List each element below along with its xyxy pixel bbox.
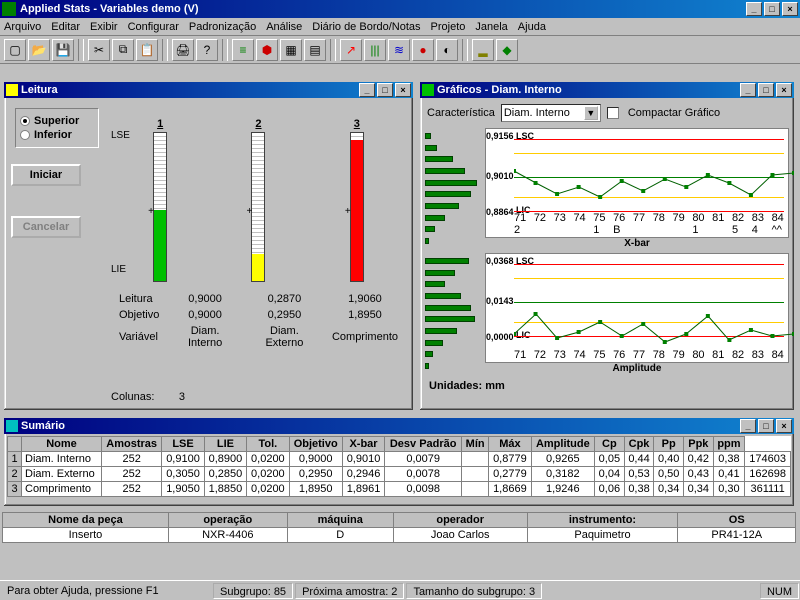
new-icon[interactable]: ▢ — [4, 39, 26, 61]
menu-exibir[interactable]: Exibir — [90, 21, 118, 33]
leitura-window: Leitura _ □ × Superior Inferior Iniciar … — [2, 80, 415, 412]
status-num: NUM — [760, 583, 799, 599]
menu-janela[interactable]: Janela — [475, 21, 507, 33]
therm-3: 3+ — [329, 118, 385, 284]
chart8-icon[interactable]: ● — [412, 39, 434, 61]
cut-icon[interactable]: ✂ — [88, 39, 110, 61]
status-tamanho: Tamanho do subgrupo: 3 — [406, 583, 542, 599]
radio-group: Superior Inferior — [15, 108, 99, 148]
radio-superior[interactable]: Superior — [20, 115, 94, 127]
caracteristica-label: Característica — [427, 107, 495, 119]
leitura-min-button[interactable]: _ — [359, 83, 375, 97]
colunas-label: Colunas: 3 — [111, 391, 185, 403]
sumario-close-button[interactable]: × — [776, 419, 792, 433]
menu-ajuda[interactable]: Ajuda — [518, 21, 546, 33]
leitura-max-button[interactable]: □ — [377, 83, 393, 97]
chart11-icon[interactable]: ◆ — [496, 39, 518, 61]
status-help: Para obter Ajuda, pressione F1 — [1, 583, 211, 599]
iniciar-button[interactable]: Iniciar — [11, 164, 81, 186]
chart4-icon[interactable]: ▤ — [304, 39, 326, 61]
maximize-button[interactable]: □ — [764, 2, 780, 16]
graficos-max-button[interactable]: □ — [758, 83, 774, 97]
help-icon[interactable]: ? — [196, 39, 218, 61]
graficos-close-button[interactable]: × — [776, 83, 792, 97]
chart1-icon[interactable]: ≡ — [232, 39, 254, 61]
radio-inferior[interactable]: Inferior — [20, 129, 94, 141]
close-button[interactable]: × — [782, 2, 798, 16]
menu-editar[interactable]: Editar — [51, 21, 80, 33]
histogram — [425, 128, 485, 249]
chart5-icon[interactable]: ↗ — [340, 39, 362, 61]
graficos-min-button[interactable]: _ — [740, 83, 756, 97]
compactar-checkbox[interactable] — [607, 107, 619, 119]
menu-projeto[interactable]: Projeto — [431, 21, 466, 33]
open-icon[interactable]: 📂 — [28, 39, 50, 61]
info-table: Nome da peçaoperaçãomáquinaoperadorinstr… — [2, 512, 796, 543]
app-titlebar: Applied Stats - Variables demo (V) _ □ × — [0, 0, 800, 18]
menubar[interactable]: Arquivo Editar Exibir Configurar Padroni… — [0, 18, 800, 36]
toolbar: ▢ 📂 💾 ✂ ⧉ 📋 🖨 ? ≡ ⬢ ▦ ▤ ↗ ||| ≋ ● ◐ ▂ ◆ — [0, 36, 800, 64]
app-icon — [2, 2, 16, 16]
control-chart: 0,9156 LSC 0,9010 LIC 0,8864 71272737475… — [485, 128, 789, 238]
leitura-close-button[interactable]: × — [395, 83, 411, 97]
menu-configurar[interactable]: Configurar — [128, 21, 179, 33]
sumario-min-button[interactable]: _ — [740, 419, 756, 433]
leitura-title: Leitura — [21, 84, 58, 96]
save-icon[interactable]: 💾 — [52, 39, 74, 61]
compactar-label: Compactar Gráfico — [628, 107, 720, 119]
chart7-icon[interactable]: ≋ — [388, 39, 410, 61]
app-title: Applied Stats - Variables demo (V) — [20, 3, 199, 15]
chart10-icon[interactable]: ▂ — [472, 39, 494, 61]
paste-icon[interactable]: 📋 — [136, 39, 158, 61]
therm-2: 2+ — [230, 118, 286, 284]
copy-icon[interactable]: ⧉ — [112, 39, 134, 61]
menu-padronizacao[interactable]: Padronização — [189, 21, 256, 33]
menu-diario[interactable]: Diário de Bordo/Notas — [312, 21, 420, 33]
unidades-label: Unidades: mm — [425, 378, 789, 394]
caracteristica-combo[interactable]: Diam. Interno▼ — [501, 104, 601, 122]
control-chart: 0,0368 LSC 0,0143 LIC 0,0000 71727374757… — [485, 253, 789, 363]
statusbar: Para obter Ajuda, pressione F1 Subgrupo:… — [0, 580, 800, 600]
cancelar-button[interactable]: Cancelar — [11, 216, 81, 238]
histogram — [425, 253, 485, 374]
therm-1: 1+ — [132, 118, 188, 284]
menu-analise[interactable]: Análise — [266, 21, 302, 33]
sumario-icon — [6, 420, 18, 432]
chart2-icon[interactable]: ⬢ — [256, 39, 278, 61]
graficos-title: Gráficos - Diam. Interno — [437, 84, 562, 96]
leitura-icon — [6, 84, 18, 96]
menu-arquivo[interactable]: Arquivo — [4, 21, 41, 33]
sumario-title: Sumário — [21, 420, 65, 432]
graficos-window: Gráficos - Diam. Interno _ □ × Caracterí… — [418, 80, 796, 412]
chart3-icon[interactable]: ▦ — [280, 39, 302, 61]
sumario-table[interactable]: NomeAmostrasLSELIETol.ObjetivoX-barDesv … — [7, 436, 791, 497]
graficos-icon — [422, 84, 434, 96]
status-proxima: Próxima amostra: 2 — [295, 583, 404, 599]
sumario-max-button[interactable]: □ — [758, 419, 774, 433]
sumario-window: Sumário _ □ × NomeAmostrasLSELIETol.Obje… — [2, 416, 796, 508]
status-subgrupo: Subgrupo: 85 — [213, 583, 293, 599]
minimize-button[interactable]: _ — [746, 2, 762, 16]
chart6-icon[interactable]: ||| — [364, 39, 386, 61]
print-icon[interactable]: 🖨 — [172, 39, 194, 61]
chart9-icon[interactable]: ◐ — [436, 39, 458, 61]
